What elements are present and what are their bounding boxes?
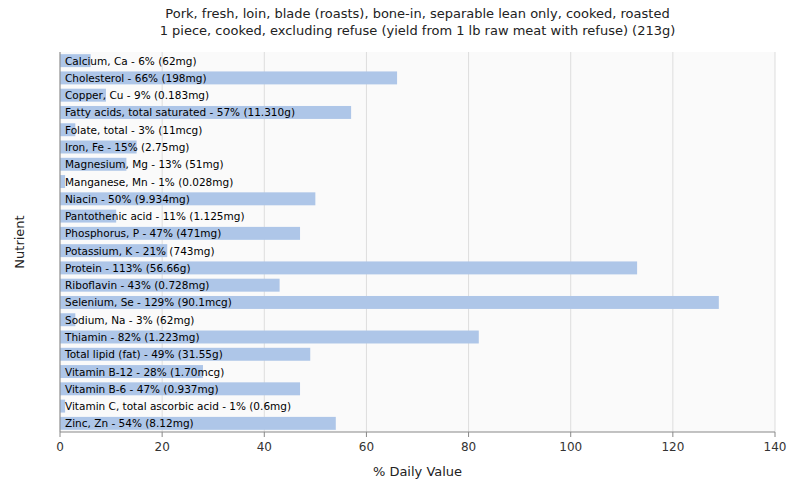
category-label: Manganese, Mn - 1% (0.028mg) <box>65 176 233 188</box>
chart: 0 20 40 60 80 100 120 140 Calcium, Ca - 6% (62mg… <box>0 0 800 500</box>
category-label: Vitamin B-6 - 47% (0.937mg) <box>65 383 219 395</box>
category-label: Total lipid (fat) - 49% (31.55g) <box>64 348 223 360</box>
category-label: Vitamin C, total ascorbic acid - 1% (0.6… <box>65 400 291 412</box>
grid <box>60 52 775 432</box>
y-axis-label: Nutrient <box>12 215 27 268</box>
bar <box>60 296 719 309</box>
category-label: Potassium, K - 21% (743mg) <box>65 245 215 257</box>
tick-mark <box>366 432 367 437</box>
tick-mark <box>672 432 673 437</box>
bars <box>60 54 719 430</box>
tick-label: 0 <box>56 440 64 454</box>
bar <box>60 261 637 274</box>
grid-line <box>468 52 469 432</box>
category-label: Vitamin B-12 - 28% (1.70mcg) <box>65 366 224 378</box>
grid-line <box>60 52 61 432</box>
category-label: Thiamin - 82% (1.223mg) <box>64 331 200 343</box>
tick-label: 120 <box>661 440 684 454</box>
x-axis-label: % Daily Value <box>373 464 462 479</box>
tick-label: 20 <box>155 440 170 454</box>
tick-mark <box>570 432 571 437</box>
category-label: Zinc, Zn - 54% (8.12mg) <box>65 417 194 429</box>
category-label: Niacin - 50% (9.934mg) <box>65 193 190 205</box>
bar <box>60 348 310 361</box>
bar <box>60 192 315 205</box>
category-label: Riboflavin - 43% (0.728mg) <box>65 279 209 291</box>
grid-line <box>672 52 673 432</box>
x-axis-line <box>60 432 775 433</box>
bar <box>60 382 300 395</box>
title: Pork, fresh, loin, blade (roasts), bone-… <box>160 6 676 38</box>
category-label: Copper, Cu - 9% (0.183mg) <box>65 89 209 101</box>
category-label: Cholesterol - 66% (198mg) <box>65 72 207 84</box>
tick-label: 60 <box>359 440 374 454</box>
y-axis-line <box>60 52 61 432</box>
category-label: Protein - 113% (56.66g) <box>65 262 191 274</box>
grid-line <box>570 52 571 432</box>
tick-label: 80 <box>461 440 476 454</box>
category-label: Pantothenic acid - 11% (1.125mg) <box>65 210 244 222</box>
tick-mark <box>264 432 265 437</box>
bar <box>60 71 397 84</box>
bar <box>60 279 280 292</box>
bar <box>60 417 336 430</box>
bar <box>60 331 479 344</box>
tick-mark <box>60 432 61 437</box>
category-label: Calcium, Ca - 6% (62mg) <box>65 55 197 67</box>
tick-mark <box>162 432 163 437</box>
category-label: Magnesium, Mg - 13% (51mg) <box>65 158 224 170</box>
tick-label: 100 <box>559 440 582 454</box>
tick-label: 140 <box>764 440 787 454</box>
category-label: Selenium, Se - 129% (90.1mcg) <box>65 296 232 308</box>
tick-mark <box>468 432 469 437</box>
tick-label: 40 <box>257 440 272 454</box>
bar <box>60 227 300 240</box>
category-label: Iron, Fe - 15% (2.75mg) <box>65 141 189 153</box>
plot-area <box>60 52 775 432</box>
grid-line <box>775 52 776 432</box>
category-label: Sodium, Na - 3% (62mg) <box>65 314 194 326</box>
bar <box>60 106 351 119</box>
category-label: Fatty acids, total saturated - 57% (11.3… <box>65 106 295 118</box>
grid-line <box>366 52 367 432</box>
category-label: Phosphorus, P - 47% (471mg) <box>65 227 221 239</box>
tick-mark <box>775 432 776 437</box>
category-label: Folate, total - 3% (11mcg) <box>65 124 202 136</box>
